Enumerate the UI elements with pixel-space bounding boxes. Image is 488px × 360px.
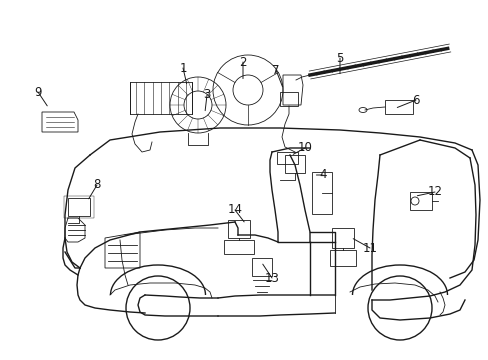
Text: 13: 13 [264,271,279,284]
Text: 12: 12 [427,185,442,198]
Text: 3: 3 [203,89,210,102]
Text: 9: 9 [34,85,41,99]
Text: 4: 4 [319,168,326,181]
Text: 8: 8 [93,179,101,192]
Text: 14: 14 [227,203,242,216]
Text: 6: 6 [411,94,419,107]
Text: 2: 2 [239,55,246,68]
Text: 1: 1 [179,62,186,75]
Text: 7: 7 [272,63,279,77]
Text: 5: 5 [336,51,343,64]
Text: 10: 10 [297,141,312,154]
Text: 11: 11 [362,242,377,255]
